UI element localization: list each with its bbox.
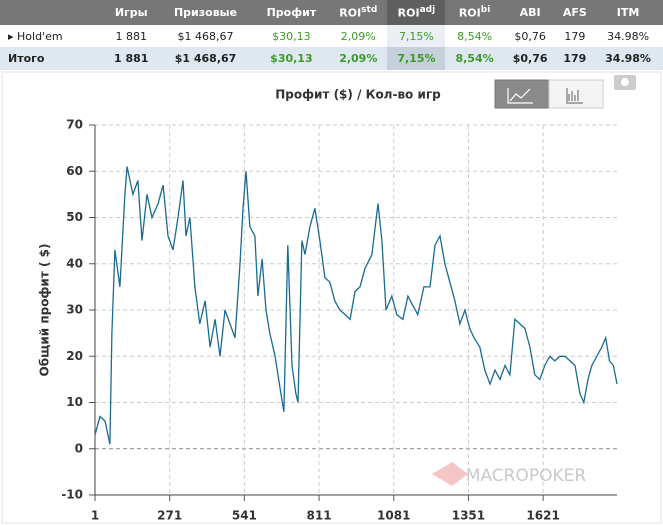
- x-tick-label: 1: [91, 509, 99, 523]
- column-header: ROIadj: [387, 0, 446, 25]
- column-header: ROIbi: [445, 0, 504, 25]
- bar-icon: [566, 88, 583, 104]
- cell-text: 8,54%: [455, 52, 494, 65]
- column-header: AFS: [556, 0, 594, 25]
- x-tick-label: 1621: [526, 509, 559, 523]
- cell-text: $0,76: [514, 29, 546, 43]
- bar-view-button[interactable]: [548, 79, 604, 109]
- x-tick-label: 1351: [452, 509, 485, 523]
- cell-text: 179: [564, 29, 586, 43]
- table-cell: 2,09%: [329, 25, 387, 47]
- x-tick-label: 541: [232, 509, 257, 523]
- expand-arrow[interactable]: ▸: [8, 29, 18, 43]
- column-header: [0, 0, 105, 25]
- table-cell: $0,76: [504, 25, 557, 47]
- x-tick-label: 811: [307, 509, 332, 523]
- watermark: MACROPOKER: [466, 466, 587, 486]
- cell-text: 7,15%: [397, 52, 436, 65]
- table-cell: $0,76: [503, 47, 557, 70]
- cell-text: $30,13: [270, 52, 313, 65]
- column-header: Игры: [105, 0, 158, 25]
- table-cell: 34.98%: [593, 25, 663, 47]
- x-tick-label: 271: [157, 509, 182, 523]
- y-axis-label: Общий профит ( $): [38, 244, 52, 377]
- y-tick-label: 60: [66, 164, 83, 178]
- cell-text: 1 881: [114, 52, 149, 65]
- y-tick-label: 10: [66, 395, 83, 409]
- header-text: ROI: [397, 6, 420, 20]
- header-text: ROI: [339, 6, 362, 20]
- header-sup: std: [361, 5, 378, 16]
- table-cell: 1 881: [105, 25, 157, 47]
- data-line: [94, 166, 618, 445]
- header-text: Призовые: [173, 6, 238, 19]
- cell-text: 179: [563, 52, 587, 65]
- cell-text: Hold'em: [17, 29, 63, 43]
- table-cell: $30,13: [254, 25, 330, 47]
- cell-text: 34.98%: [607, 29, 650, 43]
- cell-text: 2,09%: [339, 52, 378, 65]
- stats-table: Игры Призовые Профит ROIstd ROIadj ROIbi ABI AF…: [0, 0, 663, 70]
- cell-text: 2,09%: [340, 29, 376, 43]
- chart-frame: [1, 71, 662, 524]
- table-cell: 2,09%: [329, 47, 388, 70]
- logo-icon: [432, 462, 468, 486]
- table-cell: $30,13: [253, 47, 330, 70]
- header-text: AFS: [562, 6, 587, 19]
- table-cell: 179: [557, 25, 593, 47]
- header-text: ROI: [458, 6, 481, 20]
- table-cell: 7,15%: [387, 25, 446, 47]
- header-text: ABI: [519, 6, 541, 19]
- y-tick-label: 30: [66, 303, 83, 317]
- cell-text: 8,54%: [457, 29, 493, 43]
- table-cell: Итого: [0, 47, 105, 70]
- header-text: Профит: [266, 6, 317, 19]
- table-cell: 1 881: [105, 47, 158, 70]
- y-tick-label: 0: [75, 441, 83, 455]
- table-row: ▸ Hold'em 1 881 $1 468,67 $30,13 2,09% 7,15% 8…: [0, 25, 663, 47]
- header-sup: adj: [419, 5, 436, 16]
- table-cell: 179: [556, 47, 594, 70]
- cell-text: 34.98%: [605, 52, 651, 65]
- table-cell: 7,15%: [387, 47, 446, 70]
- cell-text: Итого: [8, 52, 45, 65]
- column-header: ROIstd: [329, 0, 388, 25]
- cell-text: 1 881: [115, 29, 147, 43]
- cell-text: $30,13: [272, 29, 311, 43]
- table-cell: $1 468,67: [157, 47, 254, 70]
- cell-text: $0,76: [512, 52, 548, 65]
- x-tick-label: 1081: [377, 509, 410, 523]
- table-cell: 8,54%: [445, 47, 504, 70]
- cell-text: 7,15%: [398, 29, 434, 43]
- table-cell: ▸ Hold'em: [0, 25, 105, 47]
- y-tick-label: 50: [66, 210, 83, 224]
- line-view-button[interactable]: [494, 79, 550, 109]
- cell-text: $1 468,67: [177, 29, 234, 43]
- camera-icon[interactable]: [614, 75, 636, 90]
- table-cell: 8,54%: [445, 25, 503, 47]
- line-icon: [507, 88, 533, 104]
- y-tick-label: 70: [66, 118, 83, 132]
- y-tick-label: -10: [61, 488, 83, 502]
- header-sup: bi: [480, 5, 491, 16]
- column-header: Призовые: [157, 0, 254, 25]
- y-tick-label: 20: [66, 349, 83, 363]
- column-header: ITM: [593, 0, 663, 25]
- header-text: ITM: [616, 6, 640, 19]
- chart-title: Профит ($) / Кол-во игр: [275, 88, 441, 102]
- header-text: Игры: [114, 6, 148, 19]
- cell-text: $1 468,67: [174, 52, 237, 65]
- table-cell: 34.98%: [593, 47, 663, 70]
- table-row: Итого 1 881 $1 468,67 $30,13 2,09% 7,15% 8,54%…: [0, 47, 663, 70]
- table-cell: $1 468,67: [157, 25, 253, 47]
- y-tick-label: 40: [66, 256, 83, 270]
- column-header: ABI: [503, 0, 557, 25]
- column-header: Профит: [253, 0, 330, 25]
